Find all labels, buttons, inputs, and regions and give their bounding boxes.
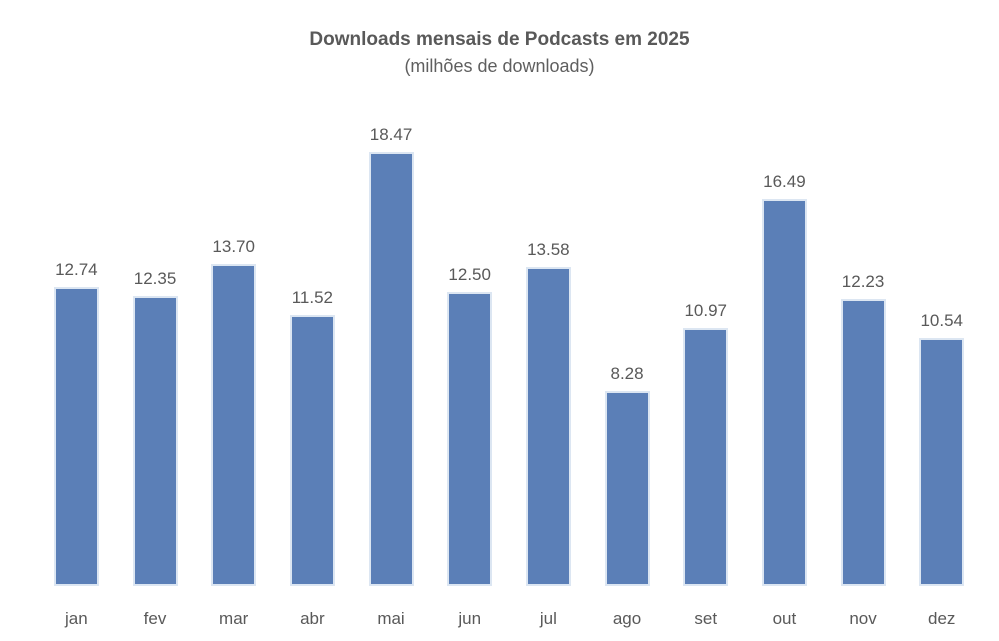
bar bbox=[761, 199, 807, 586]
bar-value-label: 8.28 bbox=[610, 364, 644, 383]
x-axis-tick-label: set bbox=[694, 609, 718, 628]
chart-header: Downloads mensais de Podcasts em 2025 (m… bbox=[0, 28, 999, 77]
bar bbox=[840, 299, 886, 586]
bar-value-label: 13.58 bbox=[527, 240, 570, 259]
bar-column: 13.70 bbox=[194, 114, 273, 586]
bar-column: 16.49 bbox=[745, 114, 824, 586]
bar bbox=[525, 267, 571, 586]
bar bbox=[447, 292, 493, 586]
bar-column: 10.97 bbox=[666, 114, 745, 586]
x-axis-tick-label: mar bbox=[219, 609, 249, 628]
bar-value-label: 12.23 bbox=[841, 272, 885, 291]
x-axis-tick-label: jun bbox=[458, 609, 482, 628]
x-axis-tick-label: jul bbox=[539, 609, 557, 628]
bar-value-label: 18.47 bbox=[369, 125, 413, 144]
bar-value-label: 10.97 bbox=[684, 301, 727, 320]
chart-title: Downloads mensais de Podcasts em 2025 bbox=[309, 29, 690, 50]
bar-column: 12.35 bbox=[116, 114, 195, 586]
x-axis-tick-label: mai bbox=[377, 609, 405, 628]
bar bbox=[53, 287, 99, 586]
bar-value-label: 10.54 bbox=[920, 311, 963, 330]
plot-area: 12.74 12.35 13.70 11.52 18.47 12.50 13.58 8.28 1… bbox=[37, 114, 981, 586]
bar-column: 12.50 bbox=[430, 114, 509, 586]
bar bbox=[132, 296, 178, 586]
chart-subtitle: (milhões de downloads) bbox=[404, 55, 595, 76]
bar bbox=[604, 391, 650, 586]
x-axis-labels: jan fev mar abr mai jun jul ago set out nov dez bbox=[37, 609, 981, 629]
x-axis-tick-label: jan bbox=[64, 609, 88, 628]
bar-value-label: 13.70 bbox=[212, 237, 255, 256]
bar-column: 12.74 bbox=[37, 114, 116, 586]
bar-column: 18.47 bbox=[352, 114, 431, 586]
x-axis-tick-label: nov bbox=[849, 609, 877, 628]
bar bbox=[683, 328, 729, 586]
bar-value-label: 12.74 bbox=[55, 260, 98, 279]
bar-column: 13.58 bbox=[509, 114, 588, 586]
bar bbox=[289, 315, 335, 586]
bar bbox=[368, 152, 414, 586]
bar-value-label: 11.52 bbox=[291, 288, 333, 307]
bar-column: 10.54 bbox=[902, 114, 981, 586]
bar-column: 8.28 bbox=[588, 114, 667, 586]
bar-value-label: 16.49 bbox=[763, 172, 806, 191]
bar bbox=[211, 264, 257, 586]
x-axis-tick-label: out bbox=[772, 609, 797, 628]
x-axis-tick-label: ago bbox=[612, 609, 642, 628]
x-axis-tick-label: fev bbox=[143, 609, 167, 628]
bar-value-label: 12.50 bbox=[448, 265, 491, 284]
bar-column: 12.23 bbox=[824, 114, 903, 586]
x-axis-tick-label: dez bbox=[928, 609, 956, 628]
x-axis-tick-label: abr bbox=[300, 609, 325, 628]
bar bbox=[919, 338, 965, 586]
bar-value-label: 12.35 bbox=[133, 269, 177, 288]
bar-column: 11.52 bbox=[273, 114, 352, 586]
